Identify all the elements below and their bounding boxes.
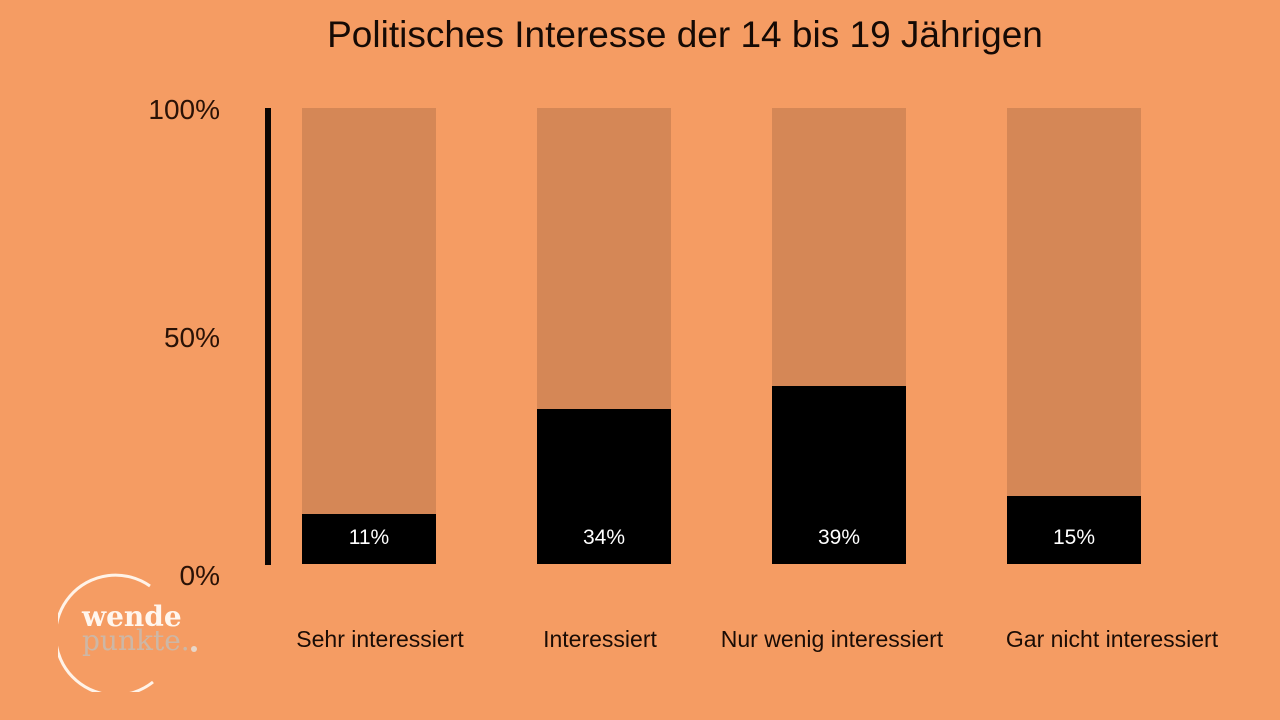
category-label: Interessiert bbox=[543, 626, 657, 652]
logo-circle-icon bbox=[58, 573, 197, 692]
category-label: Gar nicht interessiert bbox=[1005, 626, 1219, 652]
y-tick-label: 50% bbox=[163, 322, 220, 353]
y-axis-line bbox=[265, 108, 271, 565]
bar bbox=[302, 513, 436, 564]
bar-track bbox=[302, 108, 436, 564]
bar-track bbox=[1007, 108, 1141, 564]
y-tick-label: 0% bbox=[179, 560, 220, 591]
bar-value-label: 34% bbox=[582, 526, 626, 549]
category-label: Nur wenig interessiert bbox=[720, 626, 944, 652]
bar bbox=[772, 386, 906, 564]
chart-title: Politisches Interesse der 14 bis 19 Jähr… bbox=[327, 14, 1043, 55]
bar bbox=[1007, 495, 1141, 564]
bar-value-label: 15% bbox=[1052, 526, 1096, 549]
bar-value-label: 11% bbox=[348, 526, 390, 549]
bar-value-label: 39% bbox=[817, 526, 861, 549]
category-label: Sehr interessiert bbox=[296, 626, 464, 652]
bar bbox=[537, 408, 671, 564]
logo-text-wende: wende bbox=[82, 600, 182, 633]
logo-text-punkte: punkte. bbox=[82, 624, 190, 657]
y-tick-label: 100% bbox=[148, 94, 220, 125]
